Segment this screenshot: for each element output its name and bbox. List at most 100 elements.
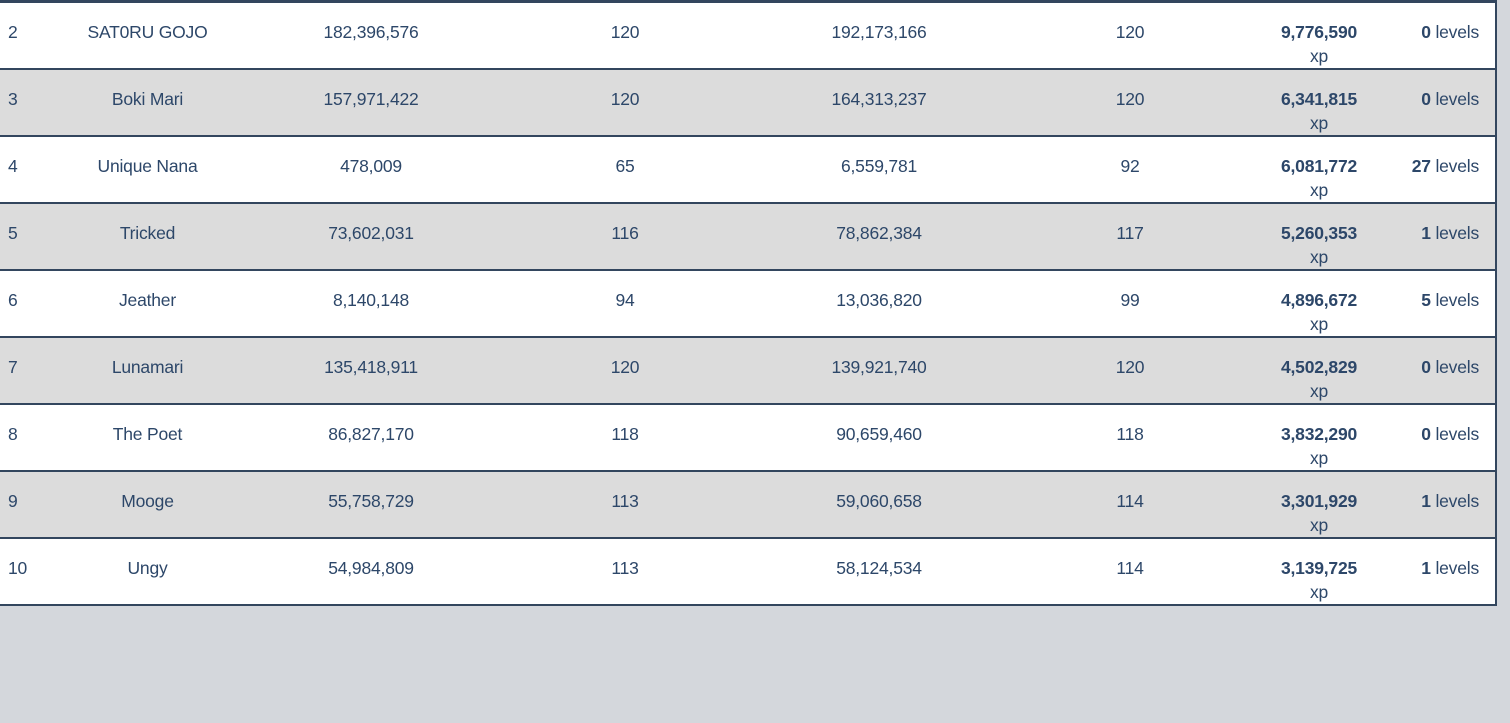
gained-xp-cell: 9,776,590 xp <box>1265 1 1373 70</box>
player-name[interactable]: Mooge <box>121 491 174 511</box>
xp-unit-label: xp <box>1309 381 1329 401</box>
end-level-cell: 114 <box>995 538 1265 606</box>
gained-levels-cell: 5 levels <box>1373 270 1496 338</box>
end-xp-cell: 59,060,658 <box>763 471 995 539</box>
end-level-cell: 120 <box>995 1 1265 70</box>
player-name-cell: Unique Nana <box>40 136 255 204</box>
xp-unit-label: xp <box>1309 448 1329 468</box>
gained-levels-value: 0 <box>1421 22 1431 42</box>
rank-cell: 4 <box>0 136 40 204</box>
levels-unit-label: levels <box>1435 558 1479 578</box>
gained-levels-value: 0 <box>1421 424 1431 444</box>
xp-unit-label: xp <box>1309 46 1329 66</box>
end-level-cell: 99 <box>995 270 1265 338</box>
gained-xp-cell: 4,502,829 xp <box>1265 337 1373 405</box>
end-level-cell: 114 <box>995 471 1265 539</box>
gained-levels-cell: 0 levels <box>1373 1 1496 70</box>
player-name-cell: Mooge <box>40 471 255 539</box>
gained-levels-value: 5 <box>1421 290 1431 310</box>
start-level-cell: 120 <box>487 69 763 137</box>
end-xp-cell: 164,313,237 <box>763 69 995 137</box>
start-xp-cell: 135,418,911 <box>255 337 487 405</box>
start-xp-cell: 182,396,576 <box>255 1 487 70</box>
player-name[interactable]: Boki Mari <box>111 89 184 109</box>
player-name[interactable]: Lunamari <box>111 357 184 377</box>
player-name[interactable]: SAT0RU GOJO <box>87 22 208 42</box>
gained-xp-value: 3,139,725 <box>1280 558 1358 578</box>
gained-levels-cell: 1 levels <box>1373 538 1496 606</box>
start-level-cell: 94 <box>487 270 763 338</box>
gained-xp-cell: 3,832,290 xp <box>1265 404 1373 472</box>
gained-xp-cell: 3,139,725 xp <box>1265 538 1373 606</box>
player-name-cell: Lunamari <box>40 337 255 405</box>
gained-xp-value: 5,260,353 <box>1280 223 1358 243</box>
rank-cell: 10 <box>0 538 40 606</box>
player-name-cell: Ungy <box>40 538 255 606</box>
gained-xp-cell: 6,081,772 xp <box>1265 136 1373 204</box>
gained-levels-cell: 0 levels <box>1373 337 1496 405</box>
xp-unit-label: xp <box>1309 314 1329 334</box>
rank-cell: 6 <box>0 270 40 338</box>
xp-unit-label: xp <box>1309 515 1329 535</box>
start-level-cell: 113 <box>487 538 763 606</box>
player-name-cell: Jeather <box>40 270 255 338</box>
rank-cell: 7 <box>0 337 40 405</box>
levels-unit-label: levels <box>1435 89 1479 109</box>
gained-levels-value: 1 <box>1421 491 1431 511</box>
end-xp-cell: 6,559,781 <box>763 136 995 204</box>
levels-unit-label: levels <box>1435 357 1479 377</box>
gained-xp-value: 9,776,590 <box>1280 22 1358 42</box>
player-name[interactable]: Unique Nana <box>97 156 198 176</box>
table-row: 3 Boki Mari 157,971,422 120 164,313,237 … <box>0 69 1496 137</box>
gained-xp-value: 4,502,829 <box>1280 357 1358 377</box>
gained-levels-cell: 1 levels <box>1373 471 1496 539</box>
gained-xp-value: 6,341,815 <box>1280 89 1358 109</box>
start-xp-cell: 157,971,422 <box>255 69 487 137</box>
start-level-cell: 113 <box>487 471 763 539</box>
levels-unit-label: levels <box>1435 156 1479 176</box>
player-name[interactable]: Ungy <box>127 558 168 578</box>
gained-levels-value: 1 <box>1421 558 1431 578</box>
gained-levels-value: 1 <box>1421 223 1431 243</box>
levels-unit-label: levels <box>1435 424 1479 444</box>
rank-cell: 8 <box>0 404 40 472</box>
gained-levels-cell: 0 levels <box>1373 69 1496 137</box>
gained-xp-cell: 3,301,929 xp <box>1265 471 1373 539</box>
table-row: 9 Mooge 55,758,729 113 59,060,658 114 3,… <box>0 471 1496 539</box>
gained-levels-value: 0 <box>1421 357 1431 377</box>
gained-levels-cell: 27 levels <box>1373 136 1496 204</box>
player-name-cell: Boki Mari <box>40 69 255 137</box>
player-name[interactable]: The Poet <box>112 424 183 444</box>
start-level-cell: 118 <box>487 404 763 472</box>
player-name-cell: Tricked <box>40 203 255 271</box>
start-xp-cell: 8,140,148 <box>255 270 487 338</box>
table-row: 10 Ungy 54,984,809 113 58,124,534 114 3,… <box>0 538 1496 606</box>
rank-cell: 2 <box>0 1 40 70</box>
player-name[interactable]: Jeather <box>119 290 176 310</box>
start-xp-cell: 54,984,809 <box>255 538 487 606</box>
xp-unit-label: xp <box>1309 582 1329 602</box>
leaderboard-table: 2 SAT0RU GOJO 182,396,576 120 192,173,16… <box>0 0 1497 606</box>
rank-cell: 3 <box>0 69 40 137</box>
start-xp-cell: 73,602,031 <box>255 203 487 271</box>
table-row: 7 Lunamari 135,418,911 120 139,921,740 1… <box>0 337 1496 405</box>
end-level-cell: 118 <box>995 404 1265 472</box>
end-xp-cell: 58,124,534 <box>763 538 995 606</box>
start-xp-cell: 86,827,170 <box>255 404 487 472</box>
end-level-cell: 120 <box>995 337 1265 405</box>
xp-unit-label: xp <box>1309 247 1329 267</box>
gained-levels-value: 27 <box>1411 156 1431 176</box>
table-row: 6 Jeather 8,140,148 94 13,036,820 99 4,8… <box>0 270 1496 338</box>
levels-unit-label: levels <box>1435 22 1479 42</box>
table-row: 2 SAT0RU GOJO 182,396,576 120 192,173,16… <box>0 1 1496 70</box>
end-xp-cell: 139,921,740 <box>763 337 995 405</box>
gained-xp-value: 3,301,929 <box>1280 491 1358 511</box>
start-level-cell: 116 <box>487 203 763 271</box>
player-name[interactable]: Tricked <box>119 223 176 243</box>
levels-unit-label: levels <box>1435 223 1479 243</box>
end-level-cell: 117 <box>995 203 1265 271</box>
end-level-cell: 92 <box>995 136 1265 204</box>
start-xp-cell: 478,009 <box>255 136 487 204</box>
gained-xp-value: 4,896,672 <box>1280 290 1358 310</box>
start-level-cell: 120 <box>487 1 763 70</box>
